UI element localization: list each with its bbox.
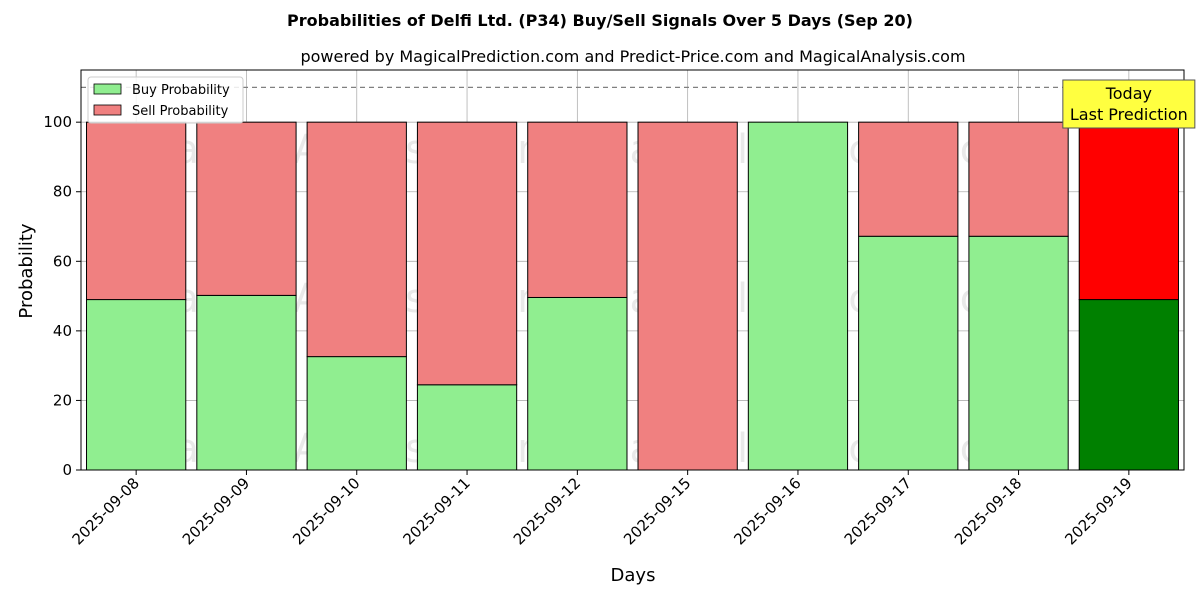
x-tick-label: 2025-09-11	[399, 474, 473, 548]
annotation-text: Last Prediction	[1070, 105, 1188, 124]
x-axis-label: Days	[611, 565, 656, 586]
buy-bar	[747, 121, 849, 471]
y-tick-label: 20	[53, 391, 72, 409]
buy-bar	[86, 299, 187, 471]
y-axis-label: Probability	[16, 223, 37, 318]
buy-bar	[416, 384, 518, 471]
legend-swatch	[93, 104, 122, 116]
buy-bar	[306, 356, 407, 471]
sell-bar	[1078, 121, 1179, 301]
legend-label: Sell Probability	[132, 104, 229, 119]
x-tick-label: 2025-09-08	[69, 474, 143, 548]
bars	[86, 121, 1179, 471]
sell-bar	[86, 121, 187, 301]
plot-frame	[80, 69, 1185, 471]
sell-bar	[968, 121, 1069, 237]
y-tick-label: 80	[53, 183, 72, 201]
annotation-text: Today	[1105, 84, 1152, 103]
buy-bar	[968, 235, 1069, 471]
x-tick-label: 2025-09-19	[1061, 474, 1135, 548]
legend-swatch	[93, 83, 122, 95]
buy-bar	[858, 235, 959, 471]
x-tick-label: 2025-09-17	[841, 474, 915, 548]
y-tick-label: 100	[43, 113, 72, 131]
legend: Buy Probability Sell Probability	[87, 76, 244, 124]
x-tick-label: 2025-09-16	[730, 474, 804, 548]
y-tick-label: 60	[53, 252, 72, 270]
sell-bar	[858, 121, 959, 237]
sell-bar	[637, 121, 738, 471]
chart-title: Probabilities of Delfi Ltd. (P34) Buy/Se…	[287, 11, 913, 30]
buy-bar	[196, 294, 297, 471]
sell-bar	[416, 121, 518, 386]
sell-bar	[306, 121, 407, 358]
legend-box	[87, 76, 244, 124]
x-tick-label: 2025-09-12	[510, 474, 584, 548]
x-tick-label: 2025-09-10	[289, 474, 363, 548]
sell-bar	[196, 121, 297, 296]
legend-label: Buy Probability	[132, 83, 230, 98]
x-tick-label: 2025-09-15	[620, 474, 694, 548]
today-annotation: Today Last Prediction	[1062, 79, 1196, 129]
chart-subtitle: powered by MagicalPrediction.com and Pre…	[300, 47, 965, 66]
buy-bar	[1078, 299, 1179, 471]
annotation-box	[1062, 79, 1196, 129]
sell-bar	[527, 121, 628, 298]
x-tick-label: 2025-09-09	[179, 474, 253, 548]
y-tick-label: 0	[62, 461, 72, 479]
y-tick-label: 40	[53, 322, 72, 340]
buy-bar	[527, 296, 628, 471]
x-tick-label: 2025-09-18	[951, 474, 1025, 548]
